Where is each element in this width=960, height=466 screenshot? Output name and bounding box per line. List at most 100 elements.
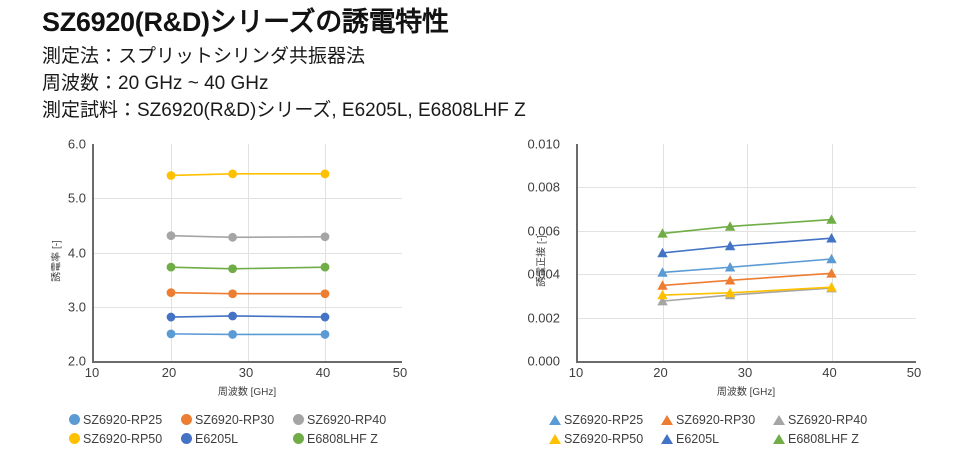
x-tick-label: 50 xyxy=(392,365,408,380)
x-axis-ticks-left: 10 20 30 40 50 xyxy=(85,365,407,385)
legend-item[interactable]: SZ6920-RP30 xyxy=(661,413,773,427)
data-point-marker xyxy=(228,264,238,274)
legend-item-label: SZ6920-RP40 xyxy=(307,412,387,427)
legend-item[interactable]: SZ6920-RP25 xyxy=(69,413,181,427)
legend-item-label: SZ6920-RP25 xyxy=(83,412,163,427)
legend-item[interactable]: SZ6920-RP40 xyxy=(773,413,891,427)
y-tick-label: 0.010 xyxy=(527,136,560,152)
data-point-marker xyxy=(826,232,837,243)
data-point-marker xyxy=(320,262,330,272)
data-point-marker xyxy=(320,330,330,339)
legend-item[interactable]: SZ6920-RP40 xyxy=(293,413,411,427)
y-tick-label: 5.0 xyxy=(67,190,86,206)
legend-item-label: SZ6920-RP40 xyxy=(788,412,868,427)
data-point-marker xyxy=(228,311,238,321)
legend-item[interactable]: SZ6920-RP50 xyxy=(69,432,181,446)
legend-item-label: E6205L xyxy=(195,431,239,446)
legend-row: SZ6920-RP50 E6205L E6808LHF Z xyxy=(0,429,480,448)
legend-item[interactable]: E6808LHF Z xyxy=(293,432,411,446)
y-axis-ticks-right: 0.000 0.002 0.004 0.006 0.008 0.010 xyxy=(522,136,564,369)
data-point-marker xyxy=(826,268,837,278)
legend-item[interactable]: SZ6920-RP30 xyxy=(181,413,293,427)
data-point-marker xyxy=(228,330,238,339)
series-line xyxy=(170,315,326,318)
data-point-marker xyxy=(724,262,736,272)
y-tick-label: 2.0 xyxy=(67,353,86,369)
x-tick-label: 30 xyxy=(737,365,753,380)
data-point-marker xyxy=(657,228,668,238)
x-axis-title-right: 周波数 [GHz] xyxy=(716,387,776,398)
x-tick-label: 50 xyxy=(906,365,922,380)
series-line xyxy=(170,173,325,177)
data-point-marker xyxy=(657,295,668,306)
series-line xyxy=(662,272,832,287)
gridline-vertical xyxy=(325,144,326,361)
legend-row: SZ6920-RP50 E6205L E6808LHF Z xyxy=(480,429,960,448)
series-layer xyxy=(166,169,330,339)
legend-item-label: SZ6920-RP25 xyxy=(564,412,644,427)
y-axis-ticks-left: 2.0 3.0 4.0 5.0 6.0 xyxy=(48,136,90,369)
data-point-marker xyxy=(228,289,238,299)
series-line xyxy=(662,237,832,254)
x-tick-label: 20 xyxy=(653,365,668,380)
legend-circle-marker-icon xyxy=(293,433,304,444)
legend-circle-marker-icon xyxy=(69,433,80,444)
data-point-marker xyxy=(166,312,176,322)
series-line xyxy=(170,266,326,270)
header-line-method: 測定法：スプリットシリンダ共振器法 xyxy=(42,45,366,67)
data-point-marker xyxy=(826,253,837,264)
data-point-marker xyxy=(657,280,668,290)
legend-item[interactable]: E6205L xyxy=(181,432,293,446)
legend-item[interactable]: SZ6920-RP50 xyxy=(549,432,661,446)
series-line xyxy=(170,333,325,336)
legend-circle-marker-icon xyxy=(293,414,304,425)
x-tick-label: 40 xyxy=(822,365,837,380)
y-tick-label: 6.0 xyxy=(67,136,86,152)
header: SZ6920(R&D)シリーズの誘電特性 測定法：スプリットシリンダ共振器法 周… xyxy=(42,6,942,125)
data-point-marker xyxy=(166,231,176,241)
x-tick-label: 10 xyxy=(84,365,100,380)
y-tick-label: 0.002 xyxy=(527,310,560,326)
data-point-marker xyxy=(826,214,837,224)
data-point-marker xyxy=(320,232,330,242)
legend-circle-marker-icon xyxy=(181,414,192,425)
legend-circle-marker-icon xyxy=(69,414,80,425)
data-point-marker xyxy=(320,289,330,299)
x-tick-label: 30 xyxy=(238,365,254,380)
y-tick-label: 0.004 xyxy=(527,266,560,282)
data-point-marker xyxy=(724,287,736,298)
legend-circle-marker-icon xyxy=(181,433,192,444)
x-tick-label: 40 xyxy=(315,365,331,380)
gridline-vertical xyxy=(747,144,748,361)
data-point-marker xyxy=(166,329,176,339)
data-point-marker xyxy=(166,288,176,298)
y-tick-label: 3.0 xyxy=(67,299,86,315)
plot-area-right xyxy=(576,144,916,363)
series-line xyxy=(662,218,832,235)
legend-triangle-marker-icon xyxy=(549,414,561,425)
data-point-marker xyxy=(724,275,736,285)
legend-triangle-marker-icon xyxy=(661,433,673,444)
legend-item[interactable]: SZ6920-RP25 xyxy=(549,413,661,427)
legend-item[interactable]: E6808LHF Z xyxy=(773,432,891,446)
page-title: SZ6920(R&D)シリーズの誘電特性 xyxy=(42,7,449,37)
plot-wrap-left: 誘電率 [-] 2.0 3.0 4.0 5.0 6.0 10 20 30 40 50 周波数 [… xyxy=(40,136,460,399)
legend-item[interactable]: E6205L xyxy=(661,432,773,446)
legend-item-label: E6205L xyxy=(676,431,720,446)
gridline-vertical xyxy=(831,144,833,361)
gridline-vertical xyxy=(248,144,249,361)
data-point-marker xyxy=(166,171,176,180)
legend-row: SZ6920-RP25 SZ6920-RP30 SZ6920-RP40 xyxy=(0,410,480,429)
gridline-vertical xyxy=(171,144,172,361)
data-point-marker xyxy=(724,221,736,231)
header-line-samples: 測定試料：SZ6920(R&D)シリーズ, E6205L, E6808LHF Z xyxy=(42,99,526,121)
legend-item-label: E6808LHF Z xyxy=(307,431,378,446)
data-point-marker xyxy=(166,262,176,272)
series-line xyxy=(170,234,326,239)
legend-triangle-marker-icon xyxy=(549,433,561,444)
x-axis-ticks-right: 10 20 30 40 50 xyxy=(569,365,921,385)
charts-container: 誘電率 [-] 2.0 3.0 4.0 5.0 6.0 10 20 30 40 50 周波数 [… xyxy=(0,136,960,466)
legend-item-label: SZ6920-RP30 xyxy=(676,412,756,427)
legend-item-label: SZ6920-RP30 xyxy=(195,412,275,427)
